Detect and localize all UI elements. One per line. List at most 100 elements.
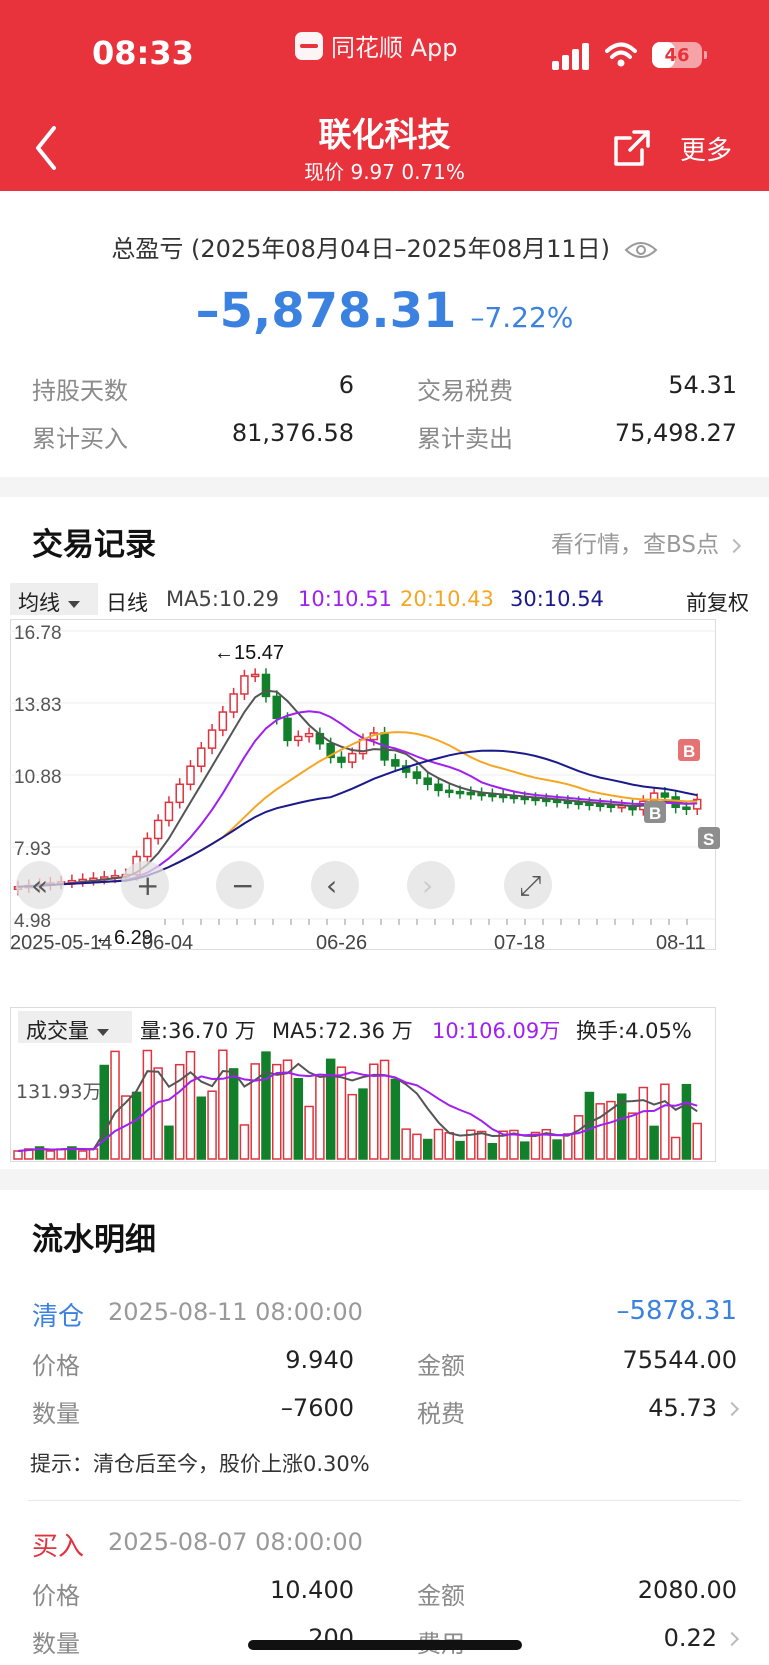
candle: [660, 792, 670, 798]
share-icon[interactable]: [612, 128, 652, 168]
app-indicator[interactable]: 同花顺 App: [295, 28, 458, 63]
ma30-value: 30:10.54: [510, 587, 604, 611]
ma5-value: MA5:10.29: [166, 587, 280, 611]
volume-chart[interactable]: [10, 1007, 759, 1162]
candle: [229, 693, 238, 713]
adjust-label[interactable]: 前复权: [686, 591, 749, 615]
candle: [552, 799, 562, 804]
volume-bar: [293, 1078, 304, 1160]
volume-bar: [131, 1091, 142, 1160]
ma-select[interactable]: 均线: [10, 583, 98, 615]
clear-tip: 提示：清仓后至今，股价上涨0.30%: [30, 1452, 370, 1476]
volume-bar: [649, 1125, 659, 1160]
volume-ma5: MA5:72.36 万: [272, 1019, 413, 1043]
next-button[interactable]: [407, 861, 455, 909]
signal-icon: [552, 42, 592, 70]
prev-icon: ‹: [326, 869, 337, 902]
trade-records-card: 交易记录 看行情，查BS点 均线 日线 MA5:10.29 10:10.51 2…: [0, 497, 769, 1169]
price-value: 10.400: [270, 1576, 354, 1604]
eye-icon[interactable]: [624, 240, 658, 260]
app-name: 同花顺 App: [331, 34, 458, 62]
kline-chart[interactable]: 16.78 13.83 10.88 7.93 4.98 ←15.47 ←6.29 B B S « + −…: [10, 619, 759, 969]
view-market-link[interactable]: 看行情，查BS点: [551, 525, 742, 559]
volume-bar: [174, 1063, 185, 1160]
candle: [250, 673, 260, 678]
back-button[interactable]: [28, 120, 68, 176]
candle: [563, 800, 573, 805]
candle: [509, 795, 519, 800]
period-label[interactable]: 日线: [106, 591, 148, 615]
prev-button[interactable]: [311, 861, 359, 909]
volume-bar: [519, 1141, 530, 1160]
volume-bar: [218, 1049, 228, 1160]
x-date-label: 06-26: [316, 932, 367, 954]
volume-bar: [369, 1063, 379, 1160]
candle: [531, 797, 540, 802]
divider: [28, 1500, 741, 1501]
total-pnl: –5,878.31 –7.22%: [0, 283, 769, 339]
candle: [207, 729, 217, 749]
ma20-line: [17, 731, 698, 888]
fullscreen-button[interactable]: [504, 861, 552, 909]
candle: [164, 801, 174, 822]
trade-marker: [698, 827, 720, 849]
candle: [240, 675, 249, 695]
status-time: 08:33: [92, 34, 194, 72]
candle: [434, 783, 443, 792]
hold-days-label: 持股天数: [32, 377, 128, 405]
volume-bar: [153, 1067, 163, 1160]
volume-frame: [10, 1007, 716, 1162]
wifi-icon: [605, 42, 637, 67]
x-date-label: 2025-05-14: [10, 932, 112, 954]
volume-bar: [692, 1122, 702, 1160]
candle: [347, 752, 357, 763]
home-indicator[interactable]: [248, 1640, 522, 1650]
ma10-value: 10:10.51: [298, 587, 392, 611]
volume-bar: [595, 1103, 605, 1160]
volume-bar: [422, 1138, 433, 1160]
volume-bar: [261, 1051, 271, 1160]
fee-value[interactable]: 45.73: [560, 1394, 740, 1422]
range-line: 总盈亏 (2025年08月04日–2025年08月11日): [0, 229, 769, 264]
volume-bar: [239, 1124, 250, 1160]
zoom-out-button[interactable]: [216, 861, 264, 909]
app-logo-icon: [295, 31, 323, 60]
volume-bar: [401, 1128, 411, 1160]
pnl-value: –5,878.31: [195, 283, 457, 339]
zoom-in-button[interactable]: [121, 861, 169, 909]
detail-card: 流水明细 清仓 2025-08-11 08:00:00 –5878.31 价格 …: [0, 1190, 769, 1665]
candle: [498, 794, 508, 799]
volume-bar: [45, 1150, 56, 1160]
record-time: 2025-08-07 08:00:00: [108, 1528, 363, 1556]
dropdown-icon: [97, 1028, 109, 1036]
candle: [682, 806, 691, 810]
turnover-rate: 换手:4.05%: [576, 1019, 692, 1043]
scroll-left-button[interactable]: [16, 861, 64, 909]
max-price-label: ←15.47: [214, 642, 284, 664]
volume-panel: 成交量 量:36.70 万 MA5:72.36 万 10:106.09万 换手:…: [10, 1007, 759, 1162]
volume-bar: [34, 1146, 45, 1160]
zoom-in-icon: +: [136, 869, 159, 902]
volume-bar: [455, 1140, 465, 1160]
min-price-label: ←6.29: [94, 927, 153, 949]
candle: [412, 771, 422, 779]
fee-value[interactable]: 0.22: [560, 1624, 740, 1652]
volume-bar: [67, 1146, 77, 1160]
volume-bar: [336, 1066, 347, 1160]
volume-bar: [347, 1093, 357, 1160]
battery-icon: 46: [652, 42, 707, 68]
candle: [153, 819, 163, 840]
page-title: 联化科技: [318, 115, 451, 154]
tax-fee-value: 54.31: [668, 371, 737, 399]
volume-bar: [573, 1115, 584, 1160]
volume-bar: [228, 1068, 239, 1160]
candle: [574, 801, 583, 806]
more-button[interactable]: 更多: [680, 136, 733, 166]
money-label: 金额: [417, 1582, 465, 1610]
tax-fee-label: 交易税费: [417, 377, 513, 405]
volume-value: 量:36.70 万: [140, 1019, 256, 1043]
candle: [455, 790, 465, 795]
ma30-line: [17, 749, 698, 888]
volume-select[interactable]: 成交量: [18, 1011, 132, 1043]
record-amount: –5878.31: [616, 1296, 737, 1326]
